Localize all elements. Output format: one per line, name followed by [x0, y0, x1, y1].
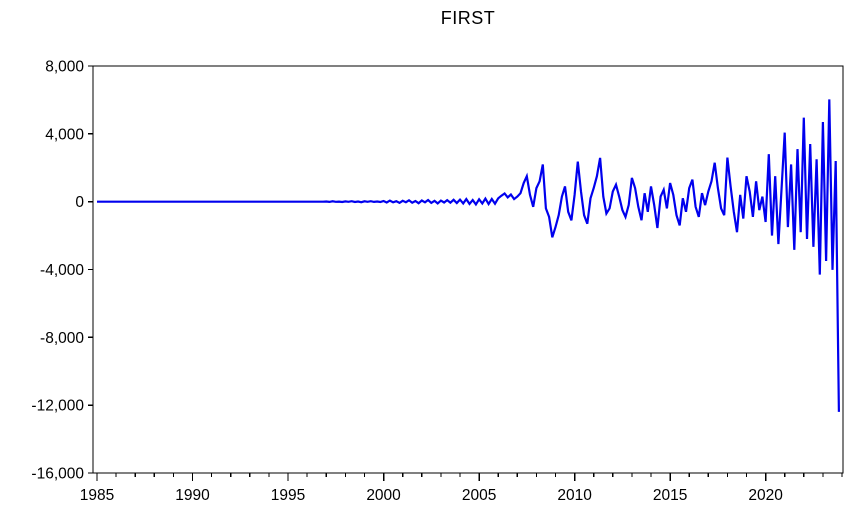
y-tick-label: -8,000	[40, 330, 84, 347]
y-tick-label: -12,000	[31, 398, 84, 415]
x-tick-label: 1995	[271, 487, 305, 504]
x-tick-label: 2010	[557, 487, 592, 504]
y-tick-label: -4,000	[40, 262, 84, 279]
x-tick-label: 2020	[748, 487, 783, 504]
x-tick-label: 2015	[653, 487, 687, 504]
y-tick-label: 4,000	[45, 126, 84, 143]
x-tick-label: 2000	[366, 487, 401, 504]
series-line	[97, 99, 840, 412]
y-tick-label: -16,000	[31, 466, 84, 483]
x-tick-label: 1985	[80, 487, 114, 504]
x-tick-label: 2005	[462, 487, 496, 504]
x-tick-label: 1990	[175, 487, 210, 504]
chart-title: FIRST	[440, 8, 496, 28]
y-tick-label: 0	[75, 194, 84, 211]
y-tick-label: 8,000	[45, 59, 84, 76]
plot-frame	[92, 65, 844, 474]
